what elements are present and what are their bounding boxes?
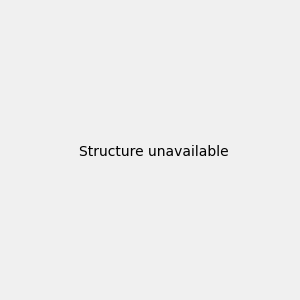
Text: Structure unavailable: Structure unavailable xyxy=(79,145,229,158)
